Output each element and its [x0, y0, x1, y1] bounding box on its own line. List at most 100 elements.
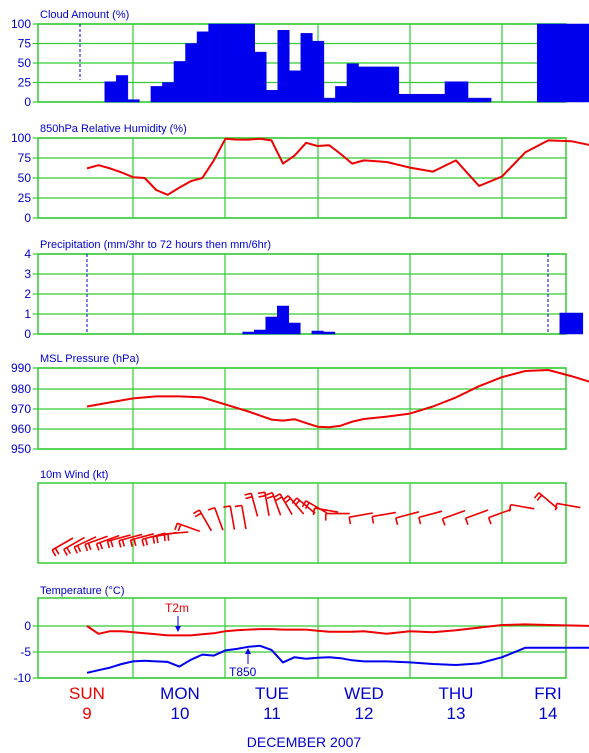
wind-barb: [244, 492, 259, 517]
y-tick-label: 100: [11, 17, 31, 31]
wind-barb: [324, 512, 350, 521]
wind-barb-staff: [372, 511, 397, 518]
y-tick-label: 0: [24, 619, 31, 633]
y-tick-label: 50: [18, 171, 32, 185]
wind-barb-feather: [441, 518, 446, 526]
wind-barb-feather: [266, 495, 274, 500]
wind-barb-feather: [106, 541, 111, 549]
y-tick-label: 75: [18, 151, 32, 165]
wind-barb-feather: [312, 507, 316, 516]
wind-barb-feather: [144, 538, 149, 546]
y-tick-label: 2: [24, 287, 31, 301]
wind-barb-feather: [275, 496, 283, 502]
day-number-label: 10: [171, 704, 190, 723]
wind-barb-feather: [63, 549, 68, 556]
cloud-bar: [196, 31, 209, 103]
y-tick-label: 950: [11, 442, 31, 456]
humidity-line: [86, 137, 589, 196]
wind-barb-feather: [95, 543, 100, 551]
y-tick-label: 980: [11, 382, 31, 396]
wind-barb: [441, 509, 466, 526]
wind-barb-feather: [194, 512, 202, 518]
day-name-label: SUN: [69, 684, 105, 703]
wind-barb-feather: [282, 495, 289, 501]
wind-barb-staff: [51, 537, 74, 551]
wind-barb: [192, 509, 213, 532]
wind-barb-feather: [54, 547, 60, 555]
wind-barb-staff: [305, 500, 328, 514]
wind-barb-staff: [418, 510, 443, 519]
wind-barb-feather: [87, 542, 92, 551]
cloud-bar: [335, 86, 348, 103]
wind-barb-staff: [488, 508, 512, 519]
cloud-bar: [277, 29, 290, 103]
wind-barb-feather: [174, 522, 179, 531]
cloud-bar: [312, 40, 325, 103]
day-name-label: TUE: [255, 684, 289, 703]
panel-title: MSL Pressure (hPa): [40, 353, 139, 365]
y-tick-label: -10: [14, 671, 32, 685]
cloud-bar: [265, 90, 279, 103]
y-tick-label: 0: [24, 95, 31, 109]
wind-barb-feather: [223, 505, 231, 508]
wind-barb: [291, 497, 316, 515]
wind-barb-feather: [464, 517, 469, 526]
wind-barb-feather: [99, 542, 104, 550]
cloud-bar: [104, 81, 117, 103]
wind-barb: [95, 534, 120, 551]
wind-barb-feather: [152, 536, 156, 544]
cloud-bar: [242, 23, 255, 103]
month-label: DECEMBER 2007: [247, 734, 362, 750]
t850-line: [86, 644, 589, 674]
wind-barb: [312, 507, 339, 516]
cloud-bar: [289, 70, 302, 103]
wind-barb-feather: [533, 492, 540, 499]
t850-arrowhead: [245, 648, 251, 654]
day-name-label: FRI: [534, 684, 561, 703]
wind-barb-staff: [118, 533, 143, 542]
wind-barb: [118, 533, 143, 548]
wind-barb-staff: [556, 502, 581, 509]
cloud-bar: [398, 93, 423, 103]
wind-barb-feather: [273, 493, 281, 499]
precip-bar: [253, 329, 266, 335]
cloud-bar: [536, 23, 561, 103]
wind-barb-feather: [177, 524, 182, 532]
wind-barb-staff: [349, 512, 373, 518]
wind-barb-feather: [234, 504, 242, 508]
precip-bar: [277, 305, 290, 335]
wind-barb-feather: [121, 539, 126, 547]
cloud-bar: [116, 75, 129, 103]
wind-barb-feather: [245, 495, 253, 500]
cloud-bar: [185, 43, 198, 103]
wind-barb-feather: [554, 503, 558, 511]
day-number-label: 14: [539, 704, 558, 723]
y-tick-label: 0: [24, 211, 31, 225]
t2m-arrowhead: [175, 626, 181, 632]
cloud-bar: [208, 23, 221, 103]
t850-annotation: T850: [229, 665, 257, 679]
wind-barb-feather: [348, 517, 352, 525]
wind-barb-feather: [301, 500, 307, 508]
cloud-bar: [231, 23, 244, 103]
wind-barb-feather: [76, 545, 82, 553]
cloud-bar: [300, 33, 313, 103]
day-number-label: 12: [355, 704, 374, 723]
wind-barb-feather: [84, 544, 89, 552]
wind-barb-feather: [265, 491, 273, 496]
y-tick-label: -5: [20, 645, 31, 659]
t2m-line: [86, 623, 589, 637]
wind-barb: [464, 509, 489, 526]
day-number-label: 11: [263, 704, 281, 723]
y-tick-label: 1: [24, 307, 31, 321]
day-name-label: THU: [439, 684, 474, 703]
wind-barb-staff: [279, 493, 293, 515]
precip-bar: [288, 322, 301, 335]
wind-barb-feather: [536, 494, 543, 501]
wind-barb-feather: [207, 506, 215, 511]
cloud-bar: [150, 86, 163, 103]
wind-barb-feather: [291, 497, 298, 504]
cloud-bar: [254, 51, 267, 103]
wind-barb: [73, 536, 97, 554]
